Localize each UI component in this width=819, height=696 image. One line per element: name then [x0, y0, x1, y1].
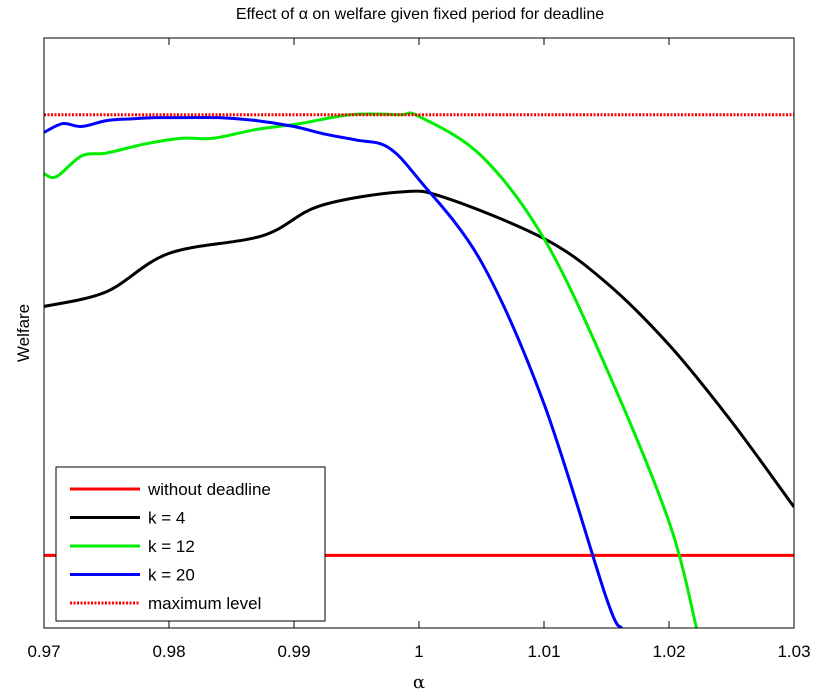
series-line-k-20 [44, 115, 623, 628]
legend-label-k-20: k = 20 [148, 566, 195, 585]
legend-box [55, 466, 326, 622]
x-axis: 0.97 0.98 0.99 1 1.01 1.02 1.03 [27, 38, 811, 661]
series-line-k-12 [44, 111, 698, 628]
legend-label-k-12: k = 12 [148, 537, 195, 556]
x-tick-label: 1 [414, 642, 423, 661]
legend-label-without-deadline: without deadline [147, 480, 271, 499]
x-tick-label: 1.02 [652, 642, 685, 661]
x-tick-label: 1.03 [777, 642, 810, 661]
x-tick-label: 0.98 [152, 642, 185, 661]
legend-label-k-4: k = 4 [148, 509, 185, 528]
x-axis-label: α [413, 672, 425, 693]
legend: without deadline k = 4 k = 12 k = 20 maximum… [55, 466, 326, 622]
chart-title: Effect of α on welfare given fixed perio… [236, 6, 604, 23]
legend-label-maximum-level: maximum level [148, 594, 261, 613]
x-tick-label: 0.97 [27, 642, 60, 661]
y-axis-label: Welfare [14, 304, 33, 362]
x-tick-label: 0.99 [277, 642, 310, 661]
x-tick-label: 1.01 [527, 642, 560, 661]
